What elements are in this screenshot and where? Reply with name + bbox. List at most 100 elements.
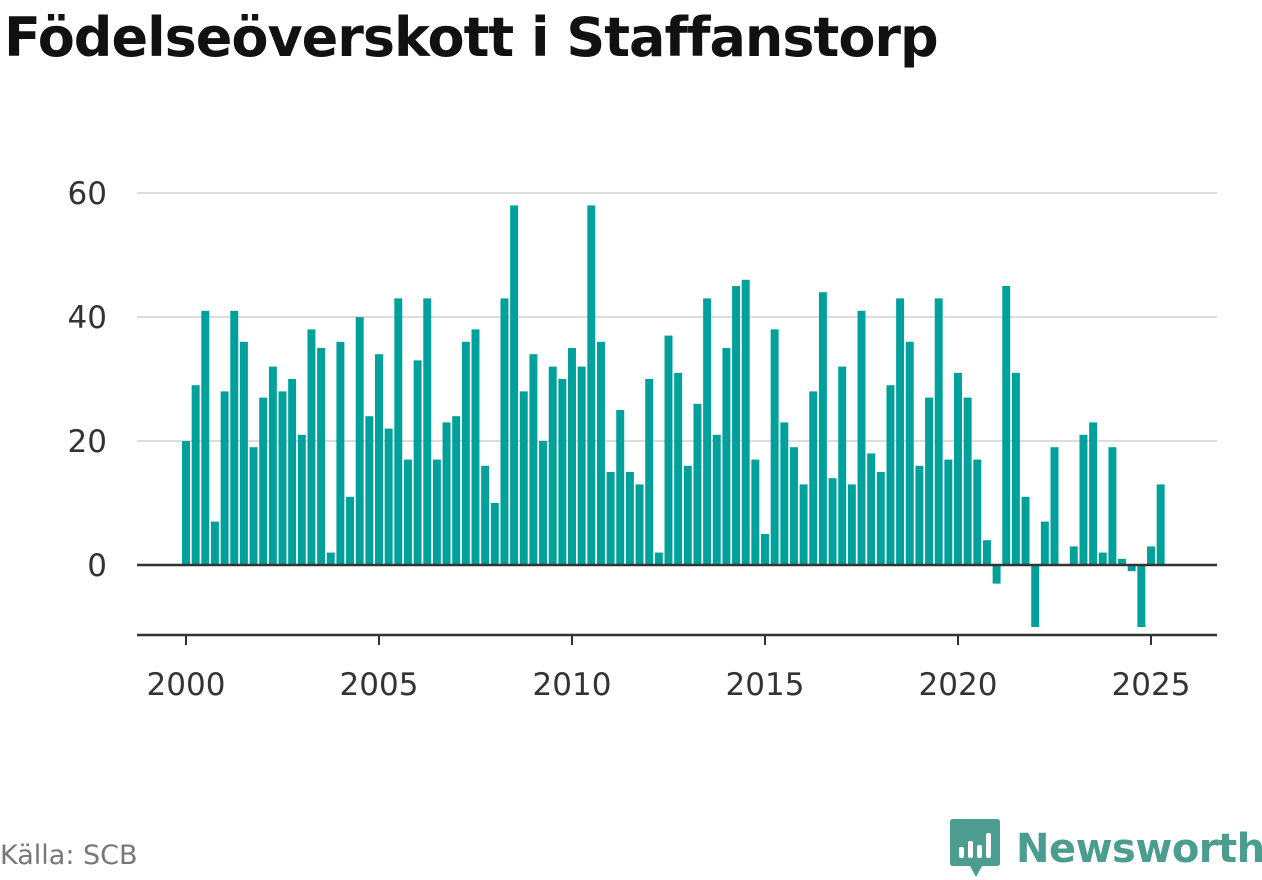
bar (230, 310, 239, 565)
bar (751, 459, 760, 565)
bar (674, 372, 683, 565)
bar (857, 310, 866, 565)
bar (1108, 447, 1117, 565)
bar (1011, 372, 1020, 565)
brand-logo: Newsworthy (950, 818, 1262, 880)
bar (1137, 565, 1146, 627)
bar (867, 453, 876, 565)
bar (876, 472, 885, 565)
x-tick-label: 2005 (340, 667, 419, 703)
bar (944, 459, 953, 565)
bar (317, 348, 326, 565)
bar (191, 385, 200, 565)
bar (703, 298, 712, 565)
bar (481, 465, 490, 565)
bar (288, 379, 297, 565)
bar (838, 366, 847, 565)
tick-labels: 2000 2005 2010 2015 2020 2025 0 20 40 60 (68, 176, 1191, 703)
chart-title: Födelseöverskott i Staffanstorp (4, 6, 939, 69)
bar (326, 552, 335, 565)
y-tick-label: 60 (68, 176, 107, 212)
bar (355, 317, 364, 565)
bar (210, 521, 219, 565)
axes (137, 563, 1217, 645)
bar (336, 341, 345, 565)
bar (220, 391, 229, 565)
bar (394, 298, 403, 565)
bar (789, 447, 798, 565)
brand-name: Newsworthy (1016, 826, 1262, 872)
bar (664, 335, 673, 565)
bar (982, 540, 991, 565)
bars (182, 205, 1165, 627)
bar (278, 391, 287, 565)
bar (770, 329, 779, 565)
x-tick-label: 2010 (533, 667, 612, 703)
bar (712, 434, 721, 565)
bar (490, 503, 499, 565)
bar (182, 441, 190, 565)
bar (886, 385, 895, 565)
bar (954, 372, 962, 565)
bar (1040, 521, 1049, 565)
bar (239, 341, 248, 565)
bar (799, 484, 808, 565)
bar (847, 484, 856, 565)
bar (925, 397, 934, 565)
bar (761, 534, 769, 565)
newsworthy-logo-icon (950, 819, 1000, 877)
bar (529, 354, 538, 565)
source-label: Källa: SCB (0, 840, 138, 871)
bar (548, 366, 557, 565)
bar (375, 354, 383, 565)
bar (780, 422, 789, 565)
bar (558, 379, 567, 565)
bar (268, 366, 277, 565)
bar (1079, 434, 1088, 565)
y-tick-label: 0 (87, 548, 107, 584)
bar (625, 472, 634, 565)
bar (259, 397, 268, 565)
bar (1147, 546, 1155, 565)
bar (1156, 484, 1165, 565)
bar (307, 329, 316, 565)
bar (606, 472, 615, 565)
y-tick-label: 40 (68, 300, 107, 336)
bar (635, 484, 644, 565)
bar (915, 465, 924, 565)
bar (693, 403, 702, 565)
bar (471, 329, 480, 565)
bar (732, 286, 741, 565)
bar (818, 292, 827, 565)
y-tick-label: 20 (68, 424, 107, 460)
bar (413, 360, 422, 565)
bar (905, 341, 914, 565)
bar (568, 348, 576, 565)
bar (973, 459, 982, 565)
bar (403, 459, 412, 565)
bar (1069, 546, 1078, 565)
bar (587, 205, 596, 565)
bar (722, 348, 731, 565)
bar (1002, 286, 1011, 565)
bar (500, 298, 509, 565)
bar (654, 552, 663, 565)
bar (519, 391, 528, 565)
bar (461, 341, 470, 565)
bar (365, 416, 374, 565)
bar (297, 434, 306, 565)
bar (596, 341, 605, 565)
bar (616, 410, 625, 565)
x-tick-label: 2020 (919, 667, 998, 703)
bar (934, 298, 943, 565)
bar (809, 391, 818, 565)
bar (201, 310, 210, 565)
x-tick-label: 2025 (1112, 667, 1191, 703)
bar (963, 397, 972, 565)
bar (992, 565, 1001, 584)
bar (1050, 447, 1059, 565)
bar (828, 478, 837, 565)
bar (384, 428, 393, 565)
bar (741, 279, 750, 565)
